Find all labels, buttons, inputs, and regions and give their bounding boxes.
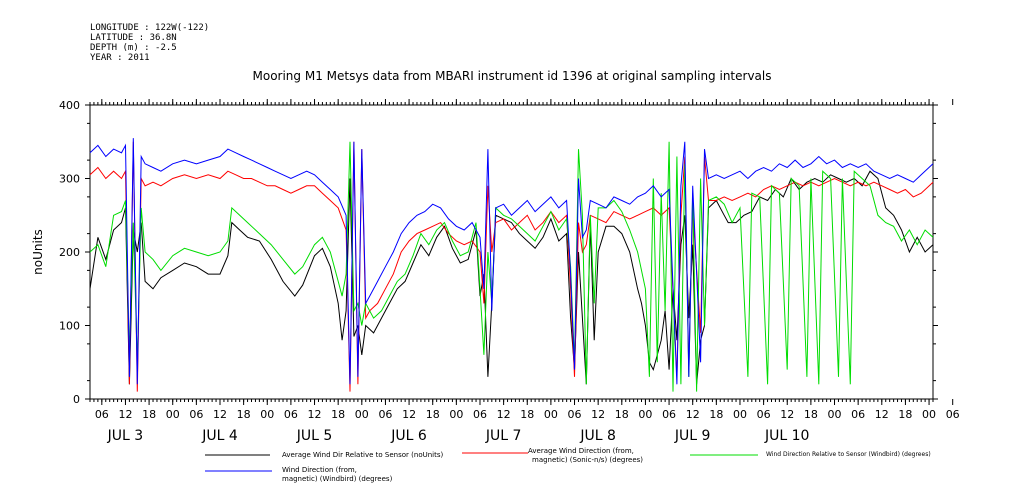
meta-latitude: LATITUDE : 36.8N xyxy=(90,33,177,43)
legend-label-line-2: magnetic) (Windbird) (degrees) xyxy=(282,475,393,483)
series-layer xyxy=(89,138,934,392)
x-tick-label: 12 xyxy=(213,408,227,421)
x-tick-label: 00 xyxy=(449,408,463,421)
chart-title: Mooring M1 Metsys data from MBARI instru… xyxy=(253,69,772,83)
x-tick-label: 06 xyxy=(473,408,487,421)
x-day-label: JUL 8 xyxy=(579,428,616,444)
x-tick-label: 06 xyxy=(378,408,392,421)
x-tick-label: 12 xyxy=(591,408,605,421)
x-tick-label: 06 xyxy=(946,408,960,421)
legend-item-avg-wind-direction: Average Wind Direction (from, magnetic) … xyxy=(462,447,643,464)
x-tick-label: 12 xyxy=(118,408,132,421)
x-tick-label: 12 xyxy=(875,408,889,421)
x-day-label: JUL 3 xyxy=(107,428,144,444)
x-tick-label: 18 xyxy=(898,408,912,421)
x-tick-label: 18 xyxy=(804,408,818,421)
x-day-label: JUL 5 xyxy=(296,428,333,444)
legend-label-wind-dir-relative-windbird: Wind Direction Relative to Sensor (Windb… xyxy=(766,451,931,458)
y-tick-label: 400 xyxy=(59,99,80,112)
x-tick-label: 12 xyxy=(308,408,322,421)
x-tick-label: 00 xyxy=(260,408,274,421)
legend-label-line-2: magnetic) (Sonic-n/s) (degrees) xyxy=(532,456,643,464)
x-tick-label: 06 xyxy=(851,408,865,421)
x-tick-label: 06 xyxy=(757,408,771,421)
x-tick-label: 00 xyxy=(544,408,558,421)
x-tick-label: 00 xyxy=(828,408,842,421)
x-day-label: JUL 9 xyxy=(674,428,711,444)
x-tick-label: 06 xyxy=(189,408,203,421)
x-tick-label: 18 xyxy=(331,408,345,421)
x-tick-label: 18 xyxy=(142,408,156,421)
y-tick-label: 300 xyxy=(59,173,80,186)
series-line-green xyxy=(89,141,934,392)
x-tick-label: 12 xyxy=(780,408,794,421)
plot-frame xyxy=(89,104,934,400)
x-tick-label: 18 xyxy=(709,408,723,421)
legend-label-line-1: Wind Direction (from, xyxy=(282,466,359,474)
meta-year: YEAR : 2011 xyxy=(90,53,150,63)
metadata-block: LONGITUDE : 122W(-122) LATITUDE : 36.8N … xyxy=(90,23,209,63)
y-tick-label: 0 xyxy=(73,393,80,406)
legend-label-avg-wind-dir-relative: Average Wind Dir Relative to Sensor (noU… xyxy=(282,451,443,459)
legend-label-line-1: Average Wind Direction (from, xyxy=(528,447,636,455)
y-tick-label: 100 xyxy=(59,320,80,333)
legend-label-wind-direction-windbird: Wind Direction (from, magnetic) (Windbir… xyxy=(282,466,393,483)
meta-longitude: LONGITUDE : 122W(-122) xyxy=(90,23,209,33)
x-day-label: JUL 6 xyxy=(390,428,427,444)
x-tick-label: 00 xyxy=(733,408,747,421)
series-line-red xyxy=(89,141,934,392)
x-day-label: JUL 7 xyxy=(485,428,522,444)
x-tick-label: 18 xyxy=(426,408,440,421)
x-day-label: JUL 4 xyxy=(201,428,238,444)
x-tick-label: 00 xyxy=(638,408,652,421)
x-tick-label: 12 xyxy=(686,408,700,421)
series-line-blue xyxy=(89,138,934,385)
y-tick-label: 200 xyxy=(59,246,80,259)
legend-item-wind-direction-windbird: Wind Direction (from, magnetic) (Windbir… xyxy=(205,466,393,483)
x-tick-label: 18 xyxy=(615,408,629,421)
x-tick-label: 12 xyxy=(497,408,511,421)
meta-depth: DEPTH (m) : -2.5 xyxy=(90,43,177,53)
series-line-black xyxy=(89,170,934,385)
x-tick-label: 18 xyxy=(237,408,251,421)
y-axis-label: noUnits xyxy=(31,229,45,275)
x-tick-label: 06 xyxy=(568,408,582,421)
x-tick-label: 18 xyxy=(520,408,534,421)
x-tick-label: 06 xyxy=(95,408,109,421)
x-tick-label: 00 xyxy=(922,408,936,421)
axes-layer: 0 100 200 300 400 06 12 18 00 06 12 18 00 06 12 18 00 06 1… xyxy=(59,99,960,444)
legend: Average Wind Dir Relative to Sensor (noU… xyxy=(205,447,931,483)
legend-item-wind-dir-relative-windbird: Wind Direction Relative to Sensor (Windb… xyxy=(690,451,931,458)
x-tick-label: 06 xyxy=(284,408,298,421)
legend-item-avg-wind-dir-relative: Average Wind Dir Relative to Sensor (noU… xyxy=(205,451,443,459)
x-day-label: JUL 10 xyxy=(764,428,809,444)
legend-label-avg-wind-direction: Average Wind Direction (from, magnetic) … xyxy=(528,447,643,464)
x-tick-label: 00 xyxy=(355,408,369,421)
x-tick-label: 12 xyxy=(402,408,416,421)
x-tick-label: 06 xyxy=(662,408,676,421)
x-tick-label: 00 xyxy=(166,408,180,421)
